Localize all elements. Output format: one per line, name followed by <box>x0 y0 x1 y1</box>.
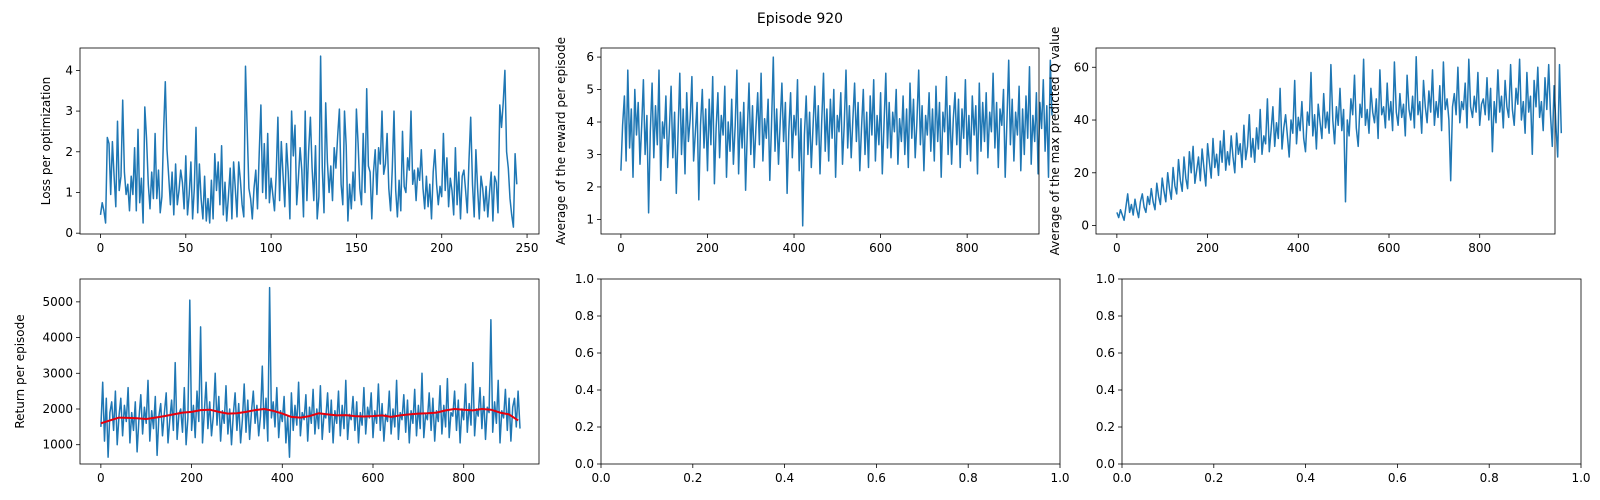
y-tick-label: 0.0 <box>1096 457 1115 471</box>
y-tick-label: 40 <box>1074 113 1089 127</box>
y-tick-label: 3 <box>586 147 594 161</box>
y-tick-label: 60 <box>1074 60 1089 74</box>
y-tick-label: 0 <box>65 226 73 240</box>
subplot-reward: 0 200 400 600 800 1 2 3 4 5 6 Average of the reward… <box>554 37 1053 255</box>
y-tick-label: 5000 <box>42 295 73 309</box>
y-tick-label: 1000 <box>42 438 73 452</box>
figure-title: Episode 920 <box>757 11 843 27</box>
y-axis-label-loss: Loss per optimization <box>39 77 53 206</box>
subplot-empty1: 0.0 0.2 0.4 0.6 0.8 1.0 0.0 0.2 0.4 0.6 0.8 1.0 <box>575 272 1070 485</box>
y-tick-label: 3 <box>65 104 73 118</box>
y-tick-label: 0.8 <box>1096 309 1115 323</box>
series-line-qvalue-0 <box>1116 55 1563 222</box>
axes-frame-qvalue <box>1095 47 1556 235</box>
axes-frame-empty1 <box>600 278 1061 465</box>
y-tick-label: 0 <box>1081 219 1089 233</box>
x-tick-label: 1.0 <box>1050 471 1069 485</box>
subplot-qvalue: 0 200 400 600 800 0 20 40 60 Average of the max p… <box>1048 27 1563 256</box>
y-tick-label: 6 <box>586 50 594 64</box>
y-tick-label: 0.6 <box>1096 346 1115 360</box>
y-tick-label: 2 <box>65 145 73 159</box>
subplot-empty2: 0.0 0.2 0.4 0.6 0.8 1.0 0.0 0.2 0.4 0.6 0.8 1.0 <box>1096 272 1591 485</box>
axes-frame-reward <box>600 47 1040 235</box>
x-tick-label: 200 <box>430 241 453 255</box>
y-tick-label: 4000 <box>42 331 73 345</box>
x-tick-label: 0.8 <box>1480 471 1499 485</box>
x-tick-label: 0 <box>97 471 105 485</box>
y-tick-label: 0.6 <box>575 346 594 360</box>
y-tick-label: 20 <box>1074 166 1089 180</box>
x-tick-label: 200 <box>180 471 203 485</box>
x-tick-label: 0.0 <box>1112 471 1131 485</box>
x-tick-label: 400 <box>783 241 806 255</box>
x-tick-label: 0.4 <box>1296 471 1315 485</box>
x-tick-label: 50 <box>178 241 193 255</box>
y-tick-label: 1.0 <box>1096 272 1115 286</box>
x-tick-label: 0 <box>1113 241 1121 255</box>
subplot-return: 0 200 400 600 800 1000 2000 3000 4000 5000 Return … <box>13 278 540 485</box>
y-tick-label: 0.2 <box>575 420 594 434</box>
x-tick-label: 0.2 <box>683 471 702 485</box>
y-tick-label: 4 <box>586 115 594 129</box>
subplot-loss: 0 50 100 150 200 250 0 1 2 3 4 Loss per optimizatio… <box>39 47 540 255</box>
x-tick-label: 800 <box>452 471 475 485</box>
series-line-return-0 <box>100 286 521 458</box>
x-tick-label: 0.2 <box>1204 471 1223 485</box>
y-tick-label: 0.0 <box>575 457 594 471</box>
x-tick-label: 0.4 <box>775 471 794 485</box>
y-tick-label: 2000 <box>42 402 73 416</box>
x-tick-label: 200 <box>1196 241 1219 255</box>
x-tick-label: 0.8 <box>959 471 978 485</box>
x-tick-label: 0 <box>97 241 105 255</box>
x-tick-label: 0.6 <box>1388 471 1407 485</box>
series-line-loss-0 <box>99 55 518 228</box>
x-tick-label: 0 <box>617 241 625 255</box>
x-tick-label: 400 <box>271 471 294 485</box>
x-tick-label: 0.6 <box>867 471 886 485</box>
x-tick-label: 200 <box>696 241 719 255</box>
x-tick-label: 600 <box>362 471 385 485</box>
x-tick-label: 800 <box>1468 241 1491 255</box>
y-tick-label: 4 <box>65 63 73 77</box>
series-line-return-1 <box>100 408 519 425</box>
series-line-reward-0 <box>620 56 1053 227</box>
y-tick-label: 0.2 <box>1096 420 1115 434</box>
y-axis-label-reward: Average of the reward per episode <box>554 37 568 245</box>
axes-frame-loss <box>79 47 540 235</box>
y-axis-label-return: Return per episode <box>13 314 27 428</box>
y-tick-label: 1 <box>586 212 594 226</box>
x-tick-label: 600 <box>869 241 892 255</box>
x-tick-label: 1.0 <box>1571 471 1590 485</box>
x-tick-label: 800 <box>956 241 979 255</box>
y-tick-label: 1.0 <box>575 272 594 286</box>
axes-frame-empty2 <box>1121 278 1582 465</box>
x-tick-label: 0.0 <box>591 471 610 485</box>
x-tick-label: 250 <box>516 241 539 255</box>
y-tick-label: 0.4 <box>1096 383 1115 397</box>
y-tick-label: 0.8 <box>575 309 594 323</box>
x-tick-label: 400 <box>1287 241 1310 255</box>
y-tick-label: 0.4 <box>575 383 594 397</box>
x-tick-label: 150 <box>345 241 368 255</box>
y-axis-label-qvalue: Average of the max predicted Q value <box>1048 27 1062 256</box>
y-tick-label: 3000 <box>42 366 73 380</box>
x-tick-label: 600 <box>1378 241 1401 255</box>
axes-frame-return <box>79 278 540 465</box>
y-tick-label: 2 <box>586 180 594 194</box>
y-tick-label: 5 <box>586 83 594 97</box>
y-tick-label: 1 <box>65 185 73 199</box>
x-tick-label: 100 <box>260 241 283 255</box>
